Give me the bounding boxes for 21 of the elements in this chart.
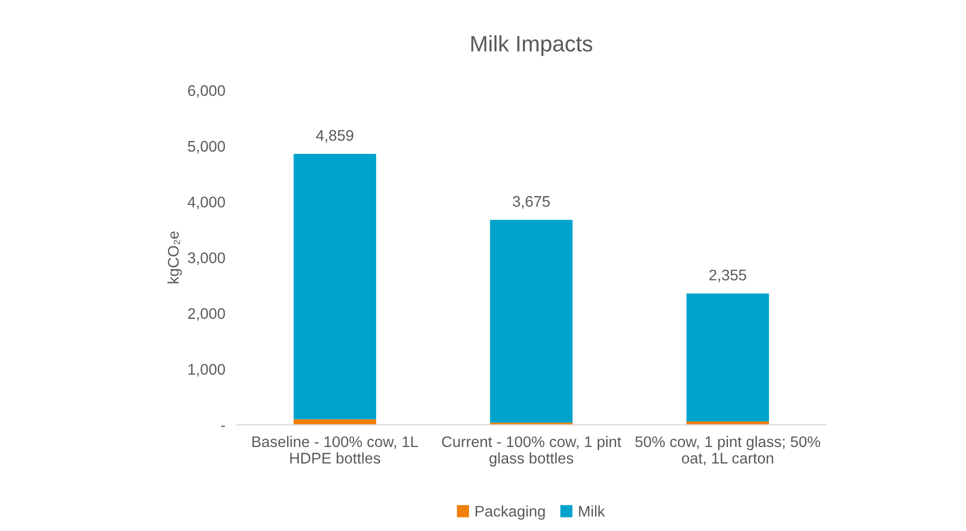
total-label: 4,859 [316,130,354,143]
chart-title: Milk Impacts [471,35,592,56]
y-axis-title: kgCO₂e [168,231,182,284]
bar [490,220,573,423]
y-tick-label: 2,000 [188,308,225,321]
y-tick-label: 6,000 [188,85,225,98]
y-tick-label: 4,000 [188,196,225,210]
y-tick-label: 3,000 [188,252,225,266]
legend-label: Packaging [476,505,545,520]
x-tick-label: 50% cow, 1 pint glass; 50% oat, 1L carton [635,436,820,466]
x-tick-label: Baseline - 100% cow, 1L HDPE bottles [252,436,418,464]
x-tick-label: Current - 100% cow, 1 pint glass bottles [442,436,622,467]
y-tick-label: - [221,426,225,427]
total-label: 3,675 [512,196,550,209]
y-tick-label: 5,000 [188,140,225,154]
bar [294,154,376,420]
y-tick-label: 1,000 [188,364,225,377]
legend-label: Milk [579,505,606,517]
bar [294,419,376,425]
total-label: 2,355 [709,270,746,282]
bar [686,293,769,422]
